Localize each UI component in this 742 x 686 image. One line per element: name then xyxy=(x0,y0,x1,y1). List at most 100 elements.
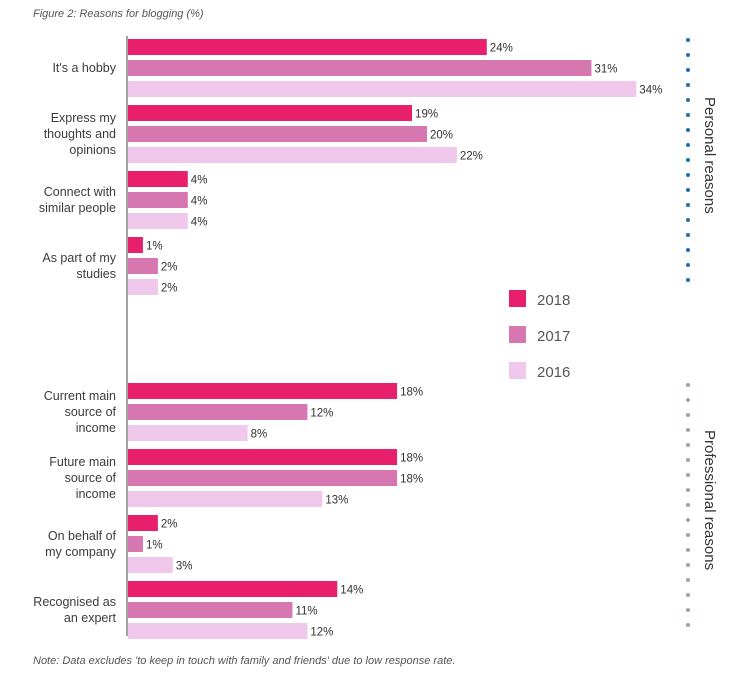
personal-dot xyxy=(686,83,690,87)
personal-dot xyxy=(686,128,690,132)
personal-dot xyxy=(686,113,690,117)
data-label: 19% xyxy=(415,109,438,121)
bar-2016 xyxy=(128,623,308,639)
category-label: On behalf of xyxy=(48,529,117,543)
category-label: Connect with xyxy=(44,185,116,199)
data-label: 1% xyxy=(146,241,163,253)
bar-2018 xyxy=(128,237,143,253)
legend-swatch-2018 xyxy=(509,290,526,307)
data-label: 34% xyxy=(639,85,662,97)
personal-dot xyxy=(686,203,690,207)
data-label: 31% xyxy=(594,64,617,76)
data-label: 11% xyxy=(295,606,317,618)
professional-dot xyxy=(686,548,690,552)
personal-reasons-label: Personal reasons xyxy=(701,97,718,214)
professional-dot xyxy=(686,533,690,537)
figure-title: Figure 2: Reasons for blogging (%) xyxy=(33,8,204,20)
personal-dot xyxy=(686,248,690,252)
professional-dot xyxy=(686,623,690,627)
bar-2018 xyxy=(128,383,398,399)
personal-dot xyxy=(686,158,690,162)
bars-layer xyxy=(128,39,637,639)
category-label: my company xyxy=(45,545,117,559)
category-label: source of xyxy=(65,471,117,485)
bar-2017 xyxy=(128,60,592,76)
data-label: 18% xyxy=(400,453,423,465)
professional-dot xyxy=(686,488,690,492)
data-label: 22% xyxy=(460,151,483,163)
professional-dot xyxy=(686,518,690,522)
legend: 2018 2017 2016 xyxy=(509,290,570,381)
category-label: income xyxy=(76,421,116,435)
data-label: 4% xyxy=(191,217,208,229)
category-label: studies xyxy=(76,267,116,281)
category-label: Current main xyxy=(44,389,116,403)
personal-dot xyxy=(686,53,690,57)
category-label: opinions xyxy=(69,143,116,157)
professional-dot xyxy=(686,398,690,402)
bar-2017 xyxy=(128,536,143,552)
professional-reasons-label: Professional reasons xyxy=(701,430,718,571)
personal-dot xyxy=(686,38,690,42)
data-label: 20% xyxy=(430,130,453,142)
data-label: 18% xyxy=(400,474,423,486)
personal-dot xyxy=(686,188,690,192)
data-label: 24% xyxy=(490,43,513,55)
data-label: 2% xyxy=(161,519,178,531)
personal-dot xyxy=(686,98,690,102)
bar-2016 xyxy=(128,557,173,573)
professional-dot xyxy=(686,473,690,477)
professional-dot xyxy=(686,608,690,612)
category-label: similar people xyxy=(39,201,116,215)
bar-2017 xyxy=(128,192,188,208)
category-label: an expert xyxy=(64,611,117,625)
professional-dot xyxy=(686,413,690,417)
bar-2018 xyxy=(128,105,413,121)
professional-dot xyxy=(686,578,690,582)
category-label: Future main xyxy=(49,455,116,469)
bar-2018 xyxy=(128,449,398,465)
bar-2017 xyxy=(128,126,427,142)
professional-dot xyxy=(686,458,690,462)
professional-dot xyxy=(686,443,690,447)
legend-label: 2016 xyxy=(537,364,570,381)
data-label: 13% xyxy=(325,495,348,507)
professional-dot xyxy=(686,593,690,597)
category-label: It's a hobby xyxy=(52,61,116,75)
bar-2017 xyxy=(128,470,398,486)
bar-2016 xyxy=(128,425,248,441)
bar-2016 xyxy=(128,491,323,507)
labels-layer: It's a hobby 24% 31% 34% Express my thoughts … xyxy=(33,43,662,639)
bar-2016 xyxy=(128,213,188,229)
professional-dot xyxy=(686,428,690,432)
personal-dot xyxy=(686,233,690,237)
bar-2017 xyxy=(128,258,158,274)
bar-2016 xyxy=(128,81,637,97)
bar-2016 xyxy=(128,279,158,295)
bar-2017 xyxy=(128,602,293,618)
footnote: Note: Data excludes 'to keep in touch wi… xyxy=(33,655,456,667)
bar-2017 xyxy=(128,404,308,420)
legend-label: 2018 xyxy=(537,292,570,309)
professional-dot xyxy=(686,563,690,567)
bar-2018 xyxy=(128,171,188,187)
legend-swatch-2017 xyxy=(509,326,526,343)
category-label: Recognised as xyxy=(33,595,116,609)
data-label: 3% xyxy=(176,561,193,573)
category-label: source of xyxy=(65,405,117,419)
data-label: 4% xyxy=(191,196,208,208)
personal-dot xyxy=(686,173,690,177)
group-dots xyxy=(686,38,690,627)
data-label: 12% xyxy=(310,408,333,420)
data-label: 1% xyxy=(146,540,163,552)
data-label: 2% xyxy=(161,262,178,274)
data-label: 18% xyxy=(400,387,423,399)
professional-dot xyxy=(686,383,690,387)
personal-dot xyxy=(686,218,690,222)
personal-dot xyxy=(686,68,690,72)
bar-2018 xyxy=(128,515,158,531)
legend-label: 2017 xyxy=(537,328,570,345)
data-label: 14% xyxy=(340,585,363,597)
legend-swatch-2016 xyxy=(509,362,526,379)
